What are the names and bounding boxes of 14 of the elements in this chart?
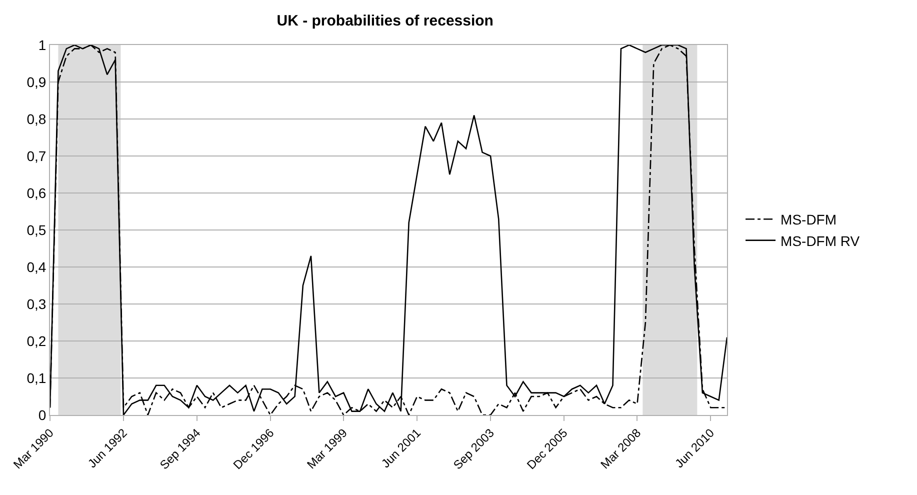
legend-label: MS-DFM RV xyxy=(780,232,860,249)
y-tick-label: 0,5 xyxy=(26,222,46,238)
y-tick-label: 0,7 xyxy=(26,148,46,164)
y-tick-label: 0 xyxy=(38,406,46,423)
y-tick-label: 1 xyxy=(38,36,46,53)
y-tick-label: 0,4 xyxy=(26,258,46,275)
chart-title: UK - probabilities of recession xyxy=(276,12,494,30)
y-tick-label: 0,9 xyxy=(26,74,46,90)
legend-label: MS-DFM xyxy=(780,212,837,228)
y-tick-label: 0,2 xyxy=(26,332,46,349)
y-tick-label: 0,3 xyxy=(26,296,46,312)
y-tick-label: 0,1 xyxy=(26,370,46,386)
y-tick-label: 0,8 xyxy=(26,110,46,127)
y-tick-label: 0,6 xyxy=(26,184,46,201)
